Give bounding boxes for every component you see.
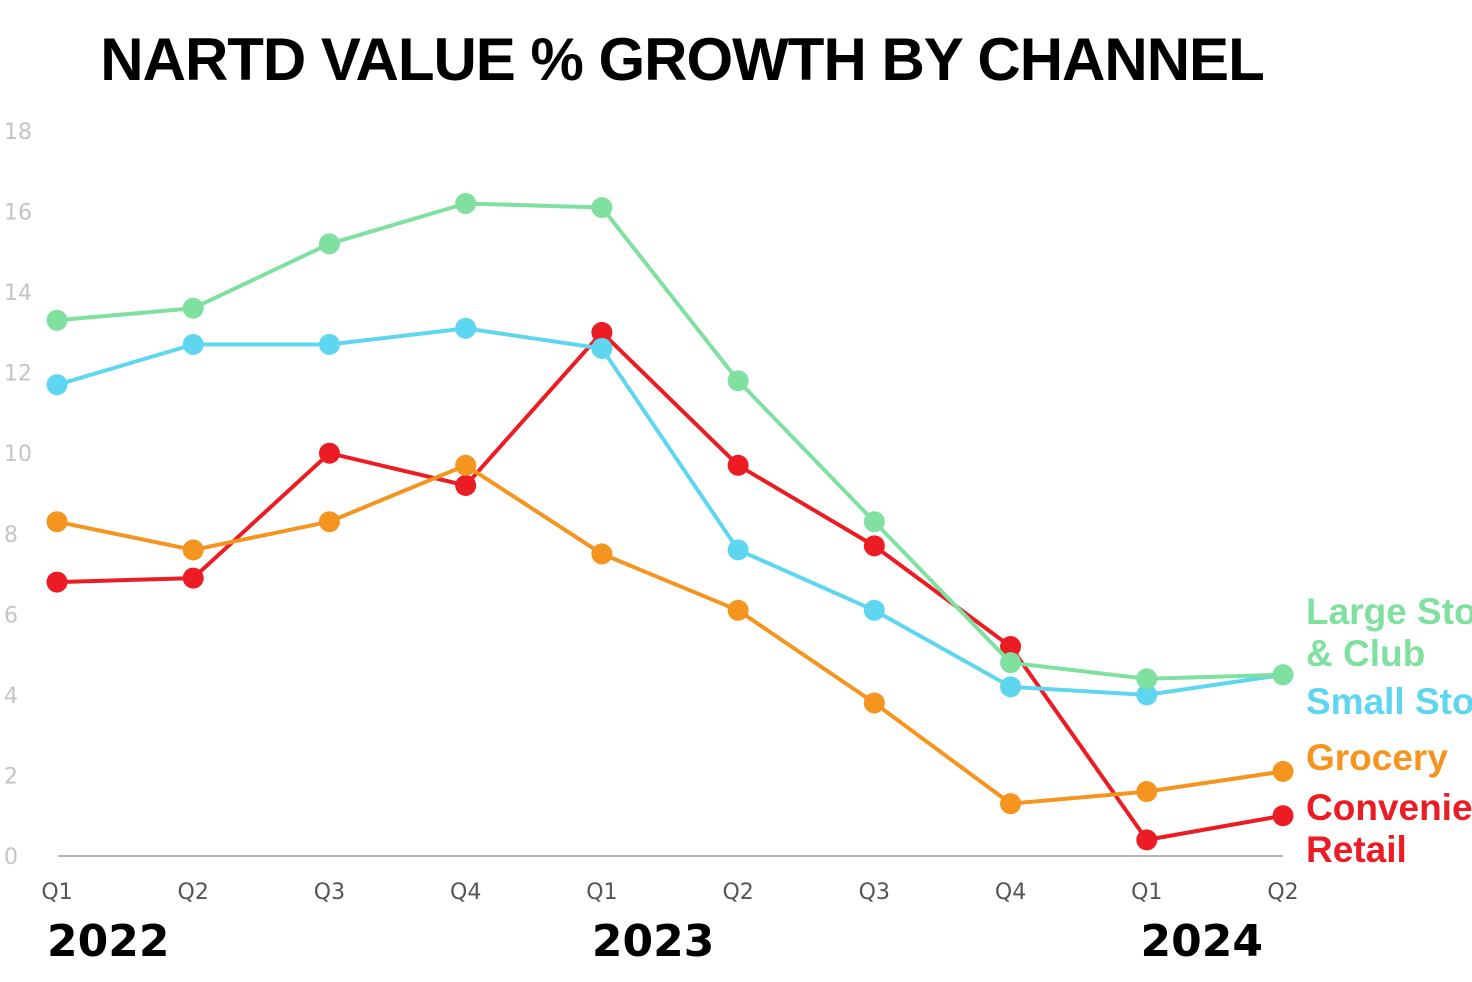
y-tick-label: 10 [4,442,32,467]
year-label: 2023 [592,916,714,967]
series-grocery [46,454,1294,815]
chart-title: NARTD VALUE % GROWTH BY CHANNEL [100,26,1263,93]
x-tick-label: Q2 [1267,880,1298,905]
series-group [46,193,1294,851]
data-point [46,309,68,331]
year-labels: 2022 2023 2024 [47,916,1263,967]
data-point [863,535,885,557]
legend-label-line: & Club [1306,633,1425,674]
data-point [1000,636,1022,658]
series-large-store-club [46,193,1294,690]
legend-entry: Grocery [1306,737,1448,778]
y-tick-label: 8 [4,523,18,548]
y-tick-label: 12 [4,362,32,387]
legend: Large Store& Club Small Store Grocery Conve… [1306,591,1472,870]
legend-entry: Small Store [1306,681,1472,722]
data-point [727,539,749,561]
y-tick-label: 6 [4,603,18,628]
legend-label-line: Convenience [1306,787,1472,828]
data-point [455,317,477,339]
data-point [1136,829,1158,851]
data-point [1272,760,1294,782]
data-point [1000,793,1022,815]
x-axis: Q1 Q2 Q3 Q4 Q1 Q2 Q3 Q4 Q1 Q2 [41,880,1298,905]
y-tick-label: 16 [4,201,32,226]
data-point [1000,676,1022,698]
data-point [46,374,68,396]
series-line [56,463,1284,806]
data-point [863,511,885,533]
data-point [182,539,204,561]
data-point [591,338,613,359]
data-point [863,692,885,714]
data-point [1136,668,1158,690]
x-tick-label: Q4 [450,880,481,905]
y-axis: 0 2 4 6 8 10 12 14 16 18 [4,120,32,870]
legend-entry: Large Store& Club [1306,591,1472,674]
x-tick-label: Q1 [586,880,617,905]
year-label: 2022 [47,916,169,967]
data-point [863,599,885,621]
x-tick-label: Q1 [1131,880,1162,905]
x-tick-label: Q4 [995,880,1026,905]
legend-label-line: Small Store [1306,681,1472,722]
y-tick-label: 14 [4,281,32,306]
data-point [1000,652,1022,674]
series-line [56,201,1284,681]
data-point [46,511,68,533]
series-convenience-retail [46,321,1294,851]
data-point [182,297,204,319]
data-point [455,193,477,214]
data-point [455,454,477,476]
data-point [1272,664,1294,686]
y-tick-label: 2 [4,764,18,789]
data-point [318,511,340,533]
x-tick-label: Q1 [41,880,72,905]
data-point [318,442,340,464]
data-point [727,370,749,392]
data-point [1272,805,1294,827]
data-point [727,599,749,621]
series-line [56,330,1284,842]
data-point [182,333,204,355]
y-tick-label: 18 [4,120,32,145]
legend-entry: ConvenienceRetail [1306,787,1472,870]
x-tick-label: Q2 [722,880,753,905]
data-point [182,567,204,589]
data-point [1136,781,1158,803]
x-tick-label: Q2 [178,880,209,905]
legend-label-line: Retail [1306,829,1407,870]
x-tick-label: Q3 [314,880,345,905]
y-tick-label: 0 [4,845,18,870]
x-tick-label: Q3 [859,880,890,905]
data-point [318,333,340,355]
data-point [46,571,68,593]
series-small-store [46,317,1294,706]
legend-label-line: Grocery [1306,737,1448,778]
year-label: 2024 [1141,916,1263,967]
y-tick-label: 4 [4,684,18,709]
data-point [318,233,340,255]
data-point [591,197,613,219]
legend-label-line: Large Store [1306,591,1472,632]
data-point [591,543,613,565]
series-line [56,326,1284,697]
data-point [455,474,477,496]
data-point [591,321,613,343]
data-point [727,454,749,476]
data-point [1136,684,1158,706]
